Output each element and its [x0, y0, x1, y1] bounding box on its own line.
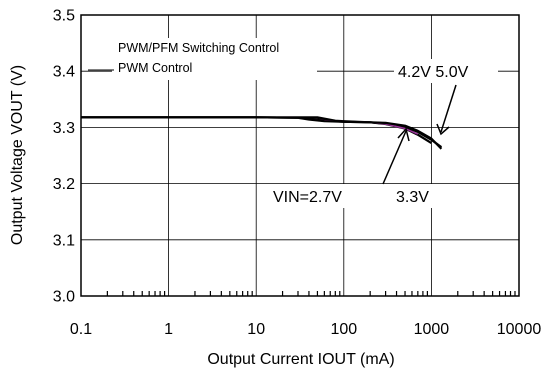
series-line-2 — [81, 116, 443, 148]
y-tick-label: 3.1 — [53, 232, 75, 249]
vin-left-label-bg — [272, 184, 442, 208]
x-axis-title: Output Current IOUT (mA) — [207, 351, 394, 368]
annotation-vin-2-7-pointer — [382, 130, 407, 185]
series-lines — [81, 116, 443, 150]
annotation-vin-4-2-5-0: 4.2V 5.0V — [398, 64, 469, 81]
tick-labels: 0.1 1 10 100 1000 10000 3.0 3.1 3.2 3.3 3.4 3.5 — [53, 8, 542, 339]
plot-frame — [80, 14, 520, 297]
annotation-pwm: PWM Control — [118, 61, 192, 75]
x-tick-label: 10000 — [497, 321, 542, 338]
series-line-4 — [81, 116, 443, 150]
series-line-3 — [81, 116, 419, 135]
y-tick-label: 3.3 — [53, 120, 75, 137]
y-tick-label: 3.5 — [53, 8, 75, 25]
annotation-vin-4-2-5-0-arrowhead — [436, 123, 450, 136]
annotation-pwm-pfm: PWM/PFM Switching Control — [118, 41, 279, 55]
annotation-vin-4-2-5-0-pointer — [440, 84, 457, 133]
minor-ticks — [106, 291, 516, 296]
annotation-vin-3-3: 3.3V — [396, 189, 429, 206]
annotation-vin-2-7-arrowhead — [397, 127, 410, 142]
y-axis-title: Output Voltage VOUT (V) — [9, 65, 26, 245]
x-tick-label: 100 — [330, 321, 357, 338]
annotation-vin-2-7: VIN=2.7V — [273, 189, 342, 206]
x-tick-label: 1 — [164, 321, 173, 338]
x-tick-label: 10 — [247, 321, 265, 338]
y-tick-label: 3.4 — [53, 64, 75, 81]
y-tick-label: 3.0 — [53, 289, 75, 306]
mode-legend-bg — [112, 38, 317, 80]
x-tick-label: 1000 — [414, 321, 450, 338]
y-tick-label: 3.2 — [53, 176, 75, 193]
x-tick-label: 0.1 — [70, 321, 92, 338]
vin-right-label-bg — [394, 59, 498, 83]
